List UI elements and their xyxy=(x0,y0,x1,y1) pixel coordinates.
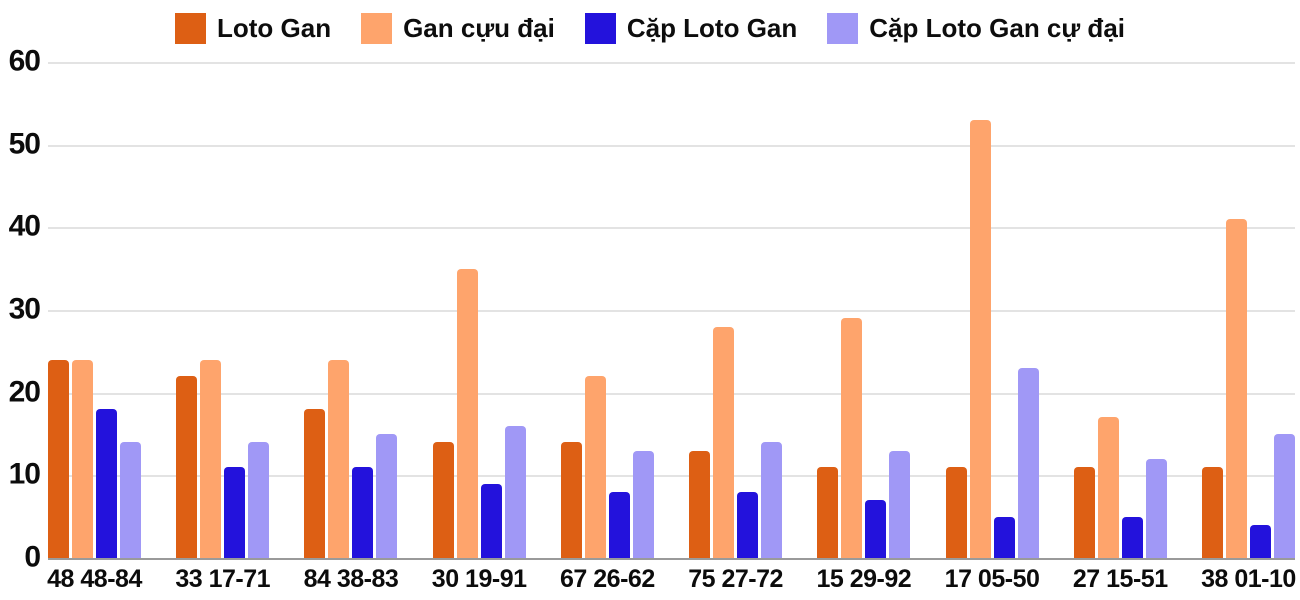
bar-series-0 xyxy=(432,442,454,558)
bar-series-0 xyxy=(945,467,967,558)
bar-series-3 xyxy=(761,442,783,558)
y-tick-label-60: 60 xyxy=(8,44,41,78)
legend-label: Cặp Loto Gan cự đại xyxy=(869,12,1125,43)
bar-series-0 xyxy=(176,376,198,558)
bar-series-3 xyxy=(120,442,141,558)
bar-series-2 xyxy=(865,500,887,558)
y-tick-label-40: 40 xyxy=(8,209,41,243)
y-tick-label-30: 30 xyxy=(8,292,41,326)
bar-series-1 xyxy=(1097,417,1119,558)
legend-swatch xyxy=(584,12,616,44)
bar-series-3 xyxy=(889,450,911,558)
bar-series-0 xyxy=(1073,467,1095,558)
bar-series-1 xyxy=(584,376,606,558)
legend-swatch xyxy=(174,12,206,44)
bar-group-5: 75 27-72 xyxy=(688,62,783,593)
bar-series-0 xyxy=(1201,467,1223,558)
bar-series-0 xyxy=(304,409,326,558)
y-axis: 0 10 20 30 40 50 60 xyxy=(0,44,41,573)
bar-series-0 xyxy=(560,442,582,558)
plot-area: 48 48-84 33 17-71 84 38-83 30 19-91 67 26-62… xyxy=(47,62,1296,593)
x-tick-label-1: 33 17-71 xyxy=(175,565,271,593)
bar-series-3 xyxy=(248,442,270,558)
gridline-20 xyxy=(48,392,1295,395)
bar-series-1 xyxy=(72,359,93,558)
bar-series-2 xyxy=(1121,516,1143,558)
bar-series-2 xyxy=(993,516,1015,558)
bar-series-3 xyxy=(504,425,526,558)
bar-groups: 48 48-84 33 17-71 84 38-83 30 19-91 67 26-62… xyxy=(47,62,1296,593)
bar-series-0 xyxy=(48,359,69,558)
gridline-30 xyxy=(48,310,1295,312)
bar-group-2: 84 38-83 xyxy=(304,62,399,593)
legend-swatch xyxy=(361,12,393,44)
gridline-50 xyxy=(48,144,1295,147)
bar-group-7: 17 05-50 xyxy=(945,62,1040,593)
bar-series-1 xyxy=(841,318,863,558)
y-tick-label-10: 10 xyxy=(8,457,41,491)
bar-series-3 xyxy=(632,450,654,558)
bar-group-1: 33 17-71 xyxy=(175,62,271,593)
y-tick-label-20: 20 xyxy=(8,374,41,408)
bar-group-0: 48 48-84 xyxy=(47,62,142,593)
legend: Loto Gan Gan cựu đại Cặp Loto Gan Cặp Loto … xyxy=(0,8,1300,48)
x-tick-label-8: 27 15-51 xyxy=(1072,565,1168,593)
y-tick-label-50: 50 xyxy=(8,126,41,160)
x-tick-label-7: 17 05-50 xyxy=(944,565,1040,593)
bar-group-6: 15 29-92 xyxy=(816,62,912,593)
bar-series-2 xyxy=(224,467,246,558)
legend-label: Cặp Loto Gan xyxy=(626,12,798,43)
legend-item-2: Cặp Loto Gan xyxy=(584,12,798,44)
gridline-40 xyxy=(48,227,1295,230)
x-tick-label-5: 75 27-72 xyxy=(688,565,783,593)
bar-series-1 xyxy=(1225,219,1247,558)
bar-group-3: 30 19-91 xyxy=(432,62,527,593)
bar-series-2 xyxy=(480,483,502,558)
legend-item-1: Gan cựu đại xyxy=(361,12,555,44)
x-tick-label-9: 38 01-10 xyxy=(1201,565,1296,593)
x-tick-label-4: 67 26-62 xyxy=(560,565,655,593)
bar-group-9: 38 01-10 xyxy=(1201,62,1296,593)
bar-series-2 xyxy=(1249,524,1271,558)
bar-series-1 xyxy=(456,268,478,558)
legend-item-0: Loto Gan xyxy=(174,12,332,44)
x-tick-label-2: 84 38-83 xyxy=(303,565,399,593)
bar-series-3 xyxy=(376,434,398,558)
bar-series-0 xyxy=(689,450,711,558)
bar-series-1 xyxy=(328,359,350,558)
legend-label: Loto Gan xyxy=(216,12,332,43)
y-tick-label-0: 0 xyxy=(24,540,41,574)
legend-label: Gan cựu đại xyxy=(403,12,555,43)
bar-group-4: 67 26-62 xyxy=(560,62,655,593)
legend-swatch xyxy=(827,12,859,44)
x-axis-line xyxy=(48,558,1295,560)
gridline-60 xyxy=(48,62,1295,64)
bar-series-3 xyxy=(1273,434,1295,558)
bar-series-1 xyxy=(200,359,222,558)
bar-series-3 xyxy=(1017,367,1039,558)
bar-series-2 xyxy=(737,491,759,558)
bar-series-2 xyxy=(608,491,630,558)
x-tick-label-3: 30 19-91 xyxy=(431,565,527,593)
bar-group-8: 27 15-51 xyxy=(1073,62,1168,593)
bar-series-0 xyxy=(817,467,839,558)
x-tick-label-6: 15 29-92 xyxy=(816,565,912,593)
legend-item-3: Cặp Loto Gan cự đại xyxy=(827,12,1125,44)
gridline-10 xyxy=(48,475,1295,478)
bar-series-2 xyxy=(352,467,374,558)
bar-series-2 xyxy=(96,409,117,558)
bar-series-1 xyxy=(713,326,735,558)
bar-series-3 xyxy=(1145,458,1167,558)
bar-series-1 xyxy=(969,119,991,558)
x-tick-label-0: 48 48-84 xyxy=(47,565,142,593)
